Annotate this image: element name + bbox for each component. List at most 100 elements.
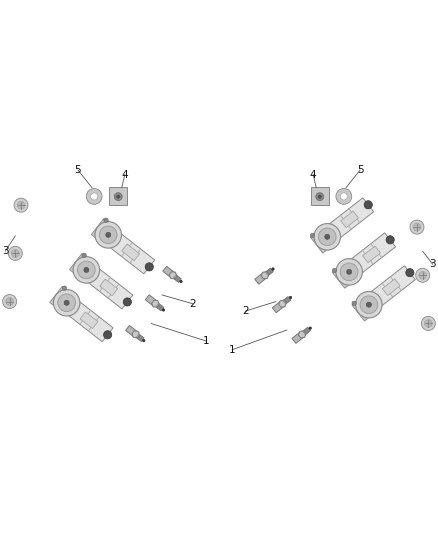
Polygon shape xyxy=(94,221,155,274)
Circle shape xyxy=(14,198,28,212)
Text: 2: 2 xyxy=(189,298,196,309)
Circle shape xyxy=(316,193,324,200)
Text: 4: 4 xyxy=(121,169,128,180)
Polygon shape xyxy=(281,296,291,305)
Circle shape xyxy=(180,280,182,282)
Text: 1: 1 xyxy=(202,336,209,346)
Circle shape xyxy=(114,193,122,200)
Circle shape xyxy=(340,193,347,200)
Polygon shape xyxy=(341,211,359,228)
Circle shape xyxy=(386,236,394,244)
Circle shape xyxy=(117,195,120,198)
Polygon shape xyxy=(154,302,164,311)
Polygon shape xyxy=(122,244,140,261)
Circle shape xyxy=(123,298,131,306)
Polygon shape xyxy=(69,254,86,273)
Circle shape xyxy=(406,269,414,277)
Polygon shape xyxy=(272,301,284,313)
Circle shape xyxy=(366,302,371,307)
Circle shape xyxy=(95,222,121,248)
Circle shape xyxy=(6,298,14,305)
Polygon shape xyxy=(126,326,138,337)
Circle shape xyxy=(103,330,112,339)
Circle shape xyxy=(336,189,352,204)
Circle shape xyxy=(346,269,352,274)
Circle shape xyxy=(58,294,75,312)
Circle shape xyxy=(272,268,274,270)
Polygon shape xyxy=(53,289,113,342)
Circle shape xyxy=(82,253,86,257)
Circle shape xyxy=(3,295,17,309)
Polygon shape xyxy=(163,266,175,278)
Polygon shape xyxy=(80,312,98,328)
Polygon shape xyxy=(72,256,133,309)
Circle shape xyxy=(410,220,424,234)
Polygon shape xyxy=(132,331,140,338)
Circle shape xyxy=(421,317,435,330)
Circle shape xyxy=(356,292,382,318)
Circle shape xyxy=(325,235,330,239)
Circle shape xyxy=(91,193,98,200)
Text: 3: 3 xyxy=(2,246,9,256)
Circle shape xyxy=(73,257,99,283)
Text: 2: 2 xyxy=(242,306,249,316)
Circle shape xyxy=(86,189,102,204)
Circle shape xyxy=(424,320,432,327)
Polygon shape xyxy=(352,302,369,321)
Circle shape xyxy=(17,201,25,209)
Polygon shape xyxy=(311,187,329,205)
Text: 1: 1 xyxy=(229,345,236,355)
Circle shape xyxy=(419,271,427,279)
Polygon shape xyxy=(264,268,273,277)
Polygon shape xyxy=(261,272,269,279)
Circle shape xyxy=(364,201,372,209)
Text: 3: 3 xyxy=(429,260,436,269)
Polygon shape xyxy=(363,246,381,263)
Polygon shape xyxy=(145,295,157,306)
Circle shape xyxy=(413,223,421,231)
Circle shape xyxy=(142,340,145,342)
Circle shape xyxy=(318,195,321,198)
Polygon shape xyxy=(332,269,349,288)
Circle shape xyxy=(318,228,336,246)
Polygon shape xyxy=(279,300,286,308)
Polygon shape xyxy=(91,219,108,238)
Text: 4: 4 xyxy=(310,169,317,180)
Circle shape xyxy=(106,232,111,237)
Polygon shape xyxy=(335,233,396,286)
Circle shape xyxy=(340,263,358,281)
Polygon shape xyxy=(100,279,118,296)
Polygon shape xyxy=(109,187,127,205)
Polygon shape xyxy=(313,198,374,251)
Circle shape xyxy=(289,296,292,298)
Polygon shape xyxy=(301,327,311,336)
Circle shape xyxy=(104,218,108,222)
Polygon shape xyxy=(49,286,67,306)
Circle shape xyxy=(352,301,357,305)
Polygon shape xyxy=(152,300,159,308)
Circle shape xyxy=(336,259,362,285)
Circle shape xyxy=(64,300,69,305)
Circle shape xyxy=(309,327,311,329)
Polygon shape xyxy=(255,273,267,284)
Polygon shape xyxy=(310,233,327,253)
Polygon shape xyxy=(355,266,415,318)
Circle shape xyxy=(332,268,337,273)
Circle shape xyxy=(145,263,153,271)
Polygon shape xyxy=(292,332,304,343)
Circle shape xyxy=(416,268,430,282)
Circle shape xyxy=(311,233,315,238)
Circle shape xyxy=(53,289,80,316)
Circle shape xyxy=(8,246,22,260)
Polygon shape xyxy=(298,331,306,338)
Polygon shape xyxy=(169,272,177,279)
Circle shape xyxy=(162,309,165,311)
Text: 5: 5 xyxy=(74,165,81,175)
Circle shape xyxy=(11,249,19,257)
Polygon shape xyxy=(382,279,400,296)
Circle shape xyxy=(62,286,67,290)
Polygon shape xyxy=(172,273,181,282)
Text: 5: 5 xyxy=(357,165,364,175)
Circle shape xyxy=(360,296,378,313)
Polygon shape xyxy=(134,333,144,342)
